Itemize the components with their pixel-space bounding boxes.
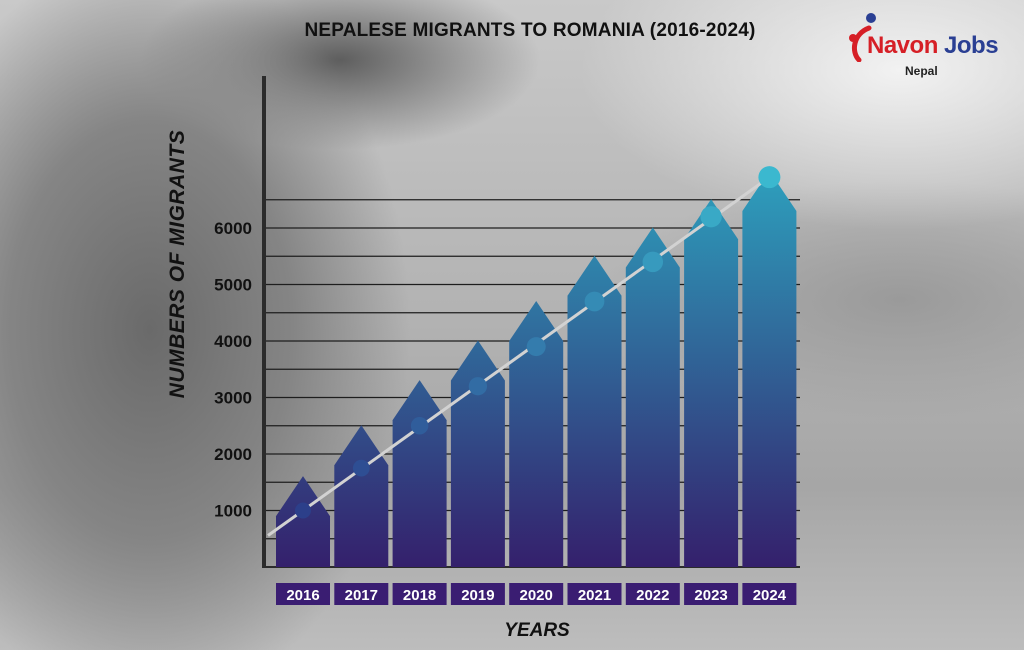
bar-2021	[567, 255, 622, 568]
bar-2022	[625, 227, 680, 568]
x-tick-bg-2017	[334, 583, 389, 605]
x-tick-bg-2020	[509, 583, 564, 605]
trend-points	[295, 166, 781, 519]
x-tick-2017: 2017	[345, 587, 378, 604]
trend-point-2024	[758, 166, 781, 189]
y-tick-4000: 4000	[214, 332, 252, 351]
logo-subtitle: Nepal	[905, 64, 938, 78]
logo-name-part2: Jobs	[937, 32, 999, 59]
trend-point-2017	[352, 459, 370, 477]
x-tick-2018: 2018	[403, 587, 436, 604]
x-tick-2022: 2022	[636, 587, 669, 604]
trend-point-2020	[526, 337, 546, 357]
trend-point-2021	[584, 291, 605, 312]
y-axis-label: NUMBERS OF MIGRANTS	[166, 129, 189, 399]
y-tick-6000: 6000	[214, 219, 252, 238]
x-axis-label: YEARS	[504, 620, 570, 641]
x-tick-2024: 2024	[753, 587, 787, 604]
logo-person-icon	[849, 13, 876, 62]
x-tick-bg-2019	[450, 583, 505, 605]
x-tick-2023: 2023	[694, 587, 727, 604]
x-tick-bg-2018	[392, 583, 447, 605]
bar-2023	[684, 199, 739, 568]
trend-point-2019	[468, 377, 488, 396]
y-tick-3000: 3000	[214, 389, 252, 408]
trend-line	[267, 171, 777, 537]
bar-2019	[450, 340, 505, 567]
x-tick-2020: 2020	[520, 587, 553, 604]
x-tick-bg-2022	[625, 583, 680, 605]
chart-title: NEPALESE MIGRANTS TO ROMANIA (2016-2024)	[304, 20, 756, 41]
x-tick-bg-2023	[684, 583, 739, 605]
y-tick-1000: 1000	[214, 502, 252, 521]
x-tick-2021: 2021	[578, 587, 611, 604]
bars	[276, 171, 797, 568]
y-tick-5000: 5000	[214, 276, 252, 295]
x-tick-bg-2021	[567, 583, 622, 605]
bar-2024	[742, 171, 797, 568]
trend-point-2023	[700, 206, 722, 228]
x-tick-labels: 2016 2017 2018 2019 2020 2021 2022 2023 2024	[276, 583, 797, 605]
trend-point-2022	[642, 251, 664, 273]
bar-2016	[276, 476, 330, 567]
y-tick-2000: 2000	[214, 445, 252, 464]
bar-2018	[392, 380, 447, 567]
y-tick-labels: 1000 2000 3000 4000 5000 6000	[214, 219, 252, 521]
logo-name-part1: Navon	[867, 32, 938, 59]
bar-2020	[509, 301, 564, 567]
x-tick-bg-2024	[742, 583, 797, 605]
x-tick-2016: 2016	[286, 587, 319, 604]
x-tick-2019: 2019	[461, 587, 494, 604]
navon-jobs-logo: Navon Jobs Nepal	[845, 12, 1015, 82]
trend-point-2016	[295, 502, 311, 519]
bar-2017	[334, 425, 389, 567]
x-tick-bg-2016	[276, 583, 330, 605]
trend-point-2018	[410, 417, 429, 435]
logo-wordmark: Navon Jobs	[867, 32, 999, 60]
